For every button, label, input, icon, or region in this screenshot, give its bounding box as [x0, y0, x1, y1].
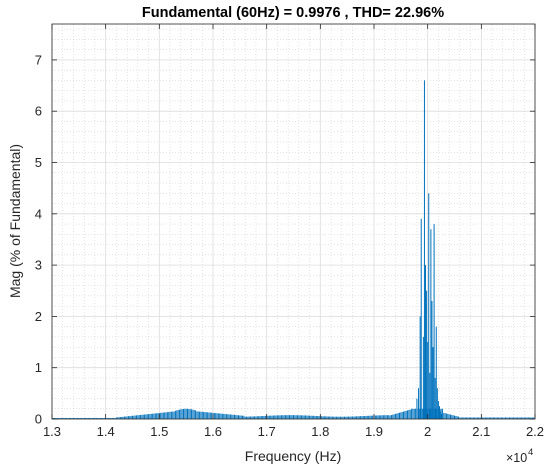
x-tick-label: 1.3 [43, 424, 61, 439]
x-tick-label: 2 [424, 424, 431, 439]
x-tick-label: 1.7 [258, 424, 276, 439]
x-tick-label: 2.1 [472, 424, 490, 439]
y-axis-label: Mag (% of Fundamental) [7, 144, 23, 298]
x-tick-label: 2.2 [526, 424, 544, 439]
y-tick-label: 1 [35, 360, 42, 375]
x-axis-label: Frequency (Hz) [245, 448, 341, 464]
x-tick-label: 1.6 [204, 424, 222, 439]
x-tick-label: 1.5 [150, 424, 168, 439]
minor-grid [52, 24, 535, 419]
spectrum-bars [51, 80, 536, 419]
y-tick-label: 0 [35, 412, 42, 427]
x-tick-label: 1.4 [97, 424, 115, 439]
plot-frame [51, 23, 536, 420]
x-axis-exponent-base: ×10 [506, 451, 527, 465]
y-tick-labels: 0 1 2 3 4 5 6 7 [35, 52, 42, 426]
x-tick-labels: 1.3 1.4 1.5 1.6 1.7 1.8 1.9 2 2.1 2.2 [43, 424, 544, 439]
y-tick-label: 5 [35, 155, 42, 170]
chart-title: Fundamental (60Hz) = 0.9976 , THD= 22.96… [142, 5, 444, 21]
y-tick-label: 2 [35, 309, 42, 324]
y-tick-label: 4 [35, 206, 42, 221]
y-tick-label: 6 [35, 104, 42, 119]
x-axis-exponent-power: 4 [528, 447, 533, 458]
y-tick-label: 3 [35, 258, 42, 273]
x-tick-label: 1.9 [365, 424, 383, 439]
x-tick-label: 1.8 [311, 424, 329, 439]
plot-area [52, 24, 535, 419]
y-tick-label: 7 [35, 52, 42, 67]
axis-ticks [51, 24, 536, 420]
